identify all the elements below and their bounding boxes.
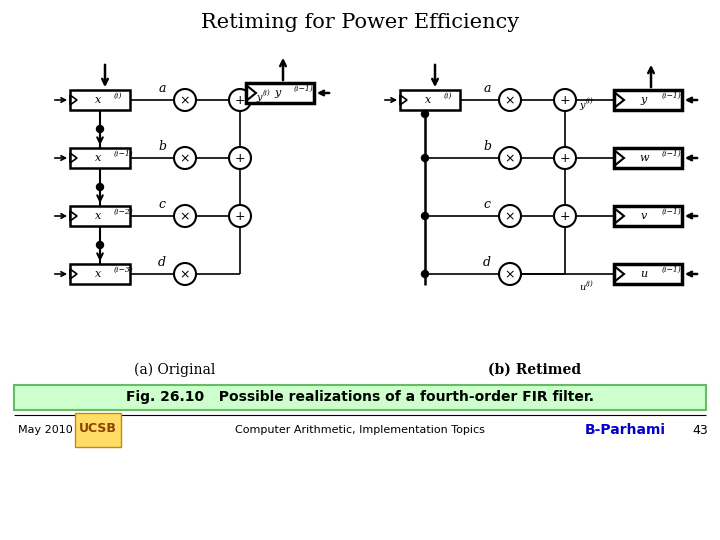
Text: (i−1): (i−1) — [662, 266, 682, 274]
Text: x: x — [95, 211, 101, 221]
Text: (i): (i) — [586, 97, 594, 105]
Text: y: y — [256, 92, 261, 102]
Circle shape — [499, 263, 521, 285]
Circle shape — [96, 241, 104, 248]
Bar — [14, 385, 706, 410]
Text: (i−3): (i−3) — [114, 266, 134, 274]
Circle shape — [499, 89, 521, 111]
Bar — [614, 206, 682, 226]
Circle shape — [174, 89, 196, 111]
Text: UCSB: UCSB — [79, 422, 117, 435]
Text: +: + — [235, 94, 246, 107]
Text: ×: × — [180, 210, 190, 223]
Circle shape — [499, 147, 521, 169]
Bar — [75, 413, 121, 447]
Circle shape — [554, 205, 576, 227]
Circle shape — [229, 205, 251, 227]
Text: (i−1): (i−1) — [294, 85, 314, 93]
Text: d: d — [483, 255, 491, 268]
Text: (i): (i) — [586, 280, 594, 288]
Text: v: v — [641, 211, 647, 221]
Bar — [70, 264, 130, 284]
Circle shape — [174, 147, 196, 169]
Text: 43: 43 — [692, 423, 708, 436]
Text: ×: × — [505, 152, 516, 165]
Text: y: y — [641, 95, 647, 105]
Text: +: + — [235, 152, 246, 165]
Circle shape — [421, 271, 428, 278]
Text: (i): (i) — [444, 92, 452, 100]
Text: u: u — [640, 269, 647, 279]
Text: a: a — [158, 82, 166, 94]
Bar — [400, 90, 460, 110]
Text: ×: × — [180, 152, 190, 165]
Circle shape — [174, 205, 196, 227]
Text: b: b — [483, 139, 491, 152]
Bar — [70, 90, 130, 110]
Text: ×: × — [180, 268, 190, 281]
Text: u: u — [579, 284, 585, 293]
Text: ×: × — [505, 210, 516, 223]
Bar — [70, 148, 130, 168]
Circle shape — [229, 89, 251, 111]
Text: (b) Retimed: (b) Retimed — [488, 363, 582, 377]
Text: Fig. 26.10   Possible realizations of a fourth-order FIR filter.: Fig. 26.10 Possible realizations of a fo… — [126, 390, 594, 404]
Text: (i−1): (i−1) — [114, 150, 134, 158]
Text: x: x — [95, 95, 101, 105]
Circle shape — [421, 154, 428, 161]
Text: (i−2): (i−2) — [114, 208, 134, 216]
Text: +: + — [559, 152, 570, 165]
Text: (i): (i) — [114, 92, 122, 100]
Text: Retiming for Power Efficiency: Retiming for Power Efficiency — [201, 12, 519, 31]
Text: May 2010: May 2010 — [18, 425, 73, 435]
Text: c: c — [158, 198, 166, 211]
Text: ×: × — [180, 94, 190, 107]
Text: +: + — [559, 210, 570, 223]
Text: x: x — [95, 269, 101, 279]
Circle shape — [174, 263, 196, 285]
Bar — [614, 148, 682, 168]
Text: (i−1): (i−1) — [662, 92, 682, 100]
Text: b: b — [158, 139, 166, 152]
Text: y: y — [579, 100, 585, 110]
Text: c: c — [484, 198, 490, 211]
Text: y: y — [275, 88, 281, 98]
Text: x: x — [425, 95, 431, 105]
Circle shape — [499, 205, 521, 227]
Circle shape — [554, 147, 576, 169]
Text: (i): (i) — [263, 89, 271, 97]
Text: B-Parhami: B-Parhami — [585, 423, 665, 437]
Bar — [70, 206, 130, 226]
Circle shape — [229, 147, 251, 169]
Bar — [614, 264, 682, 284]
Bar — [246, 83, 314, 103]
Circle shape — [554, 89, 576, 111]
Text: ×: × — [505, 268, 516, 281]
Text: +: + — [559, 94, 570, 107]
Text: Computer Arithmetic, Implementation Topics: Computer Arithmetic, Implementation Topi… — [235, 425, 485, 435]
Circle shape — [421, 213, 428, 219]
Text: d: d — [158, 255, 166, 268]
Text: ×: × — [505, 94, 516, 107]
Circle shape — [96, 184, 104, 191]
Text: x: x — [95, 153, 101, 163]
Text: (i−1): (i−1) — [662, 208, 682, 216]
Circle shape — [421, 111, 428, 118]
Bar — [614, 90, 682, 110]
Circle shape — [96, 125, 104, 132]
Text: w: w — [639, 153, 649, 163]
Text: a: a — [483, 82, 491, 94]
Text: +: + — [235, 210, 246, 223]
Text: (a) Original: (a) Original — [135, 363, 216, 377]
Text: (i−1): (i−1) — [662, 150, 682, 158]
